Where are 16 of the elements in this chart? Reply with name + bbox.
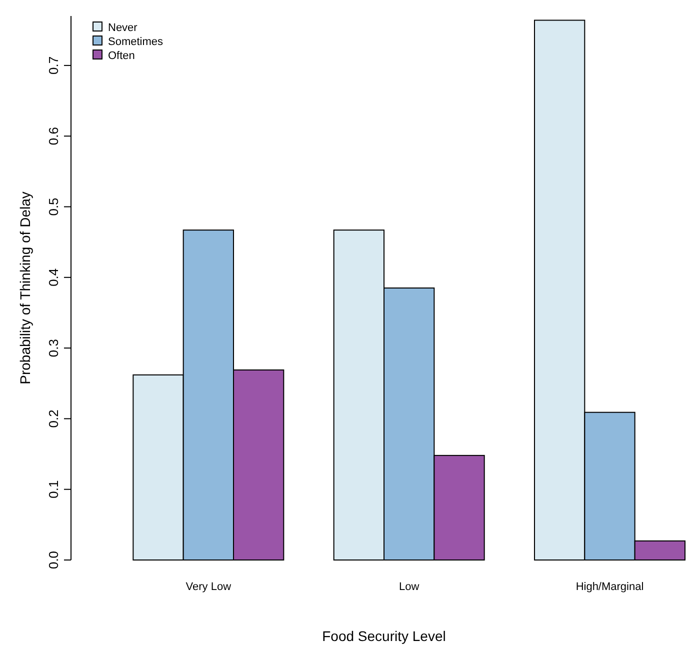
x-tick-label: Very Low: [186, 581, 232, 593]
legend-label: Often: [108, 50, 135, 62]
y-tick-label: 0.6: [46, 127, 61, 146]
legend-label: Sometimes: [108, 36, 164, 48]
y-tick-label: 0.1: [46, 480, 61, 498]
y-tick-label: 0.0: [46, 550, 61, 570]
x-axis-title: Food Security Level: [322, 628, 446, 644]
x-tick-label: Low: [398, 581, 420, 593]
legend-label: Never: [108, 22, 138, 34]
y-tick-label: 0.7: [46, 56, 61, 74]
y-tick-label: 0.2: [46, 410, 61, 428]
x-tick-label: High/Marginal: [576, 581, 644, 593]
y-axis-title: Probability of Thinking of Delay: [17, 192, 33, 384]
y-tick-label: 0.3: [46, 339, 61, 358]
y-tick-label: 0.5: [46, 198, 61, 216]
y-tick-label: 0.4: [46, 268, 61, 286]
